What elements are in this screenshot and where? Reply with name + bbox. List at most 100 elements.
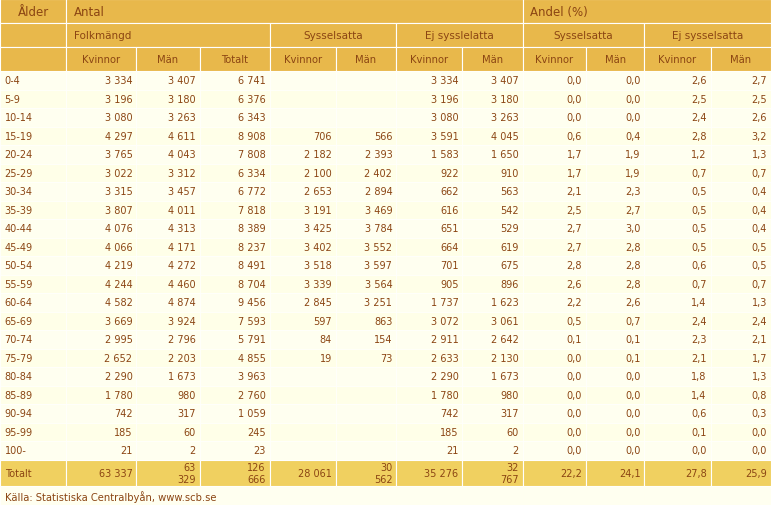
Text: 2,6: 2,6 — [625, 298, 641, 308]
Text: 1,3: 1,3 — [752, 372, 767, 382]
Bar — [270, 90, 336, 109]
Text: 2 760: 2 760 — [238, 390, 266, 400]
Bar — [645, 349, 711, 368]
Text: 4 582: 4 582 — [105, 298, 133, 308]
Bar — [645, 220, 711, 238]
Text: 19: 19 — [320, 353, 332, 363]
Bar — [136, 164, 200, 183]
Bar — [396, 293, 463, 312]
Bar — [523, 293, 586, 312]
Bar — [711, 48, 771, 72]
Bar — [463, 48, 523, 72]
Text: 2: 2 — [190, 445, 196, 456]
Bar — [711, 109, 771, 127]
Text: 980: 980 — [177, 390, 196, 400]
Text: 4 219: 4 219 — [105, 261, 133, 271]
Bar — [270, 48, 336, 72]
Bar — [586, 349, 645, 368]
Bar — [336, 349, 396, 368]
Text: 1,9: 1,9 — [625, 169, 641, 179]
Text: 0,0: 0,0 — [567, 427, 582, 437]
Text: 2,6: 2,6 — [752, 113, 767, 123]
Bar — [396, 164, 463, 183]
Text: 3 196: 3 196 — [431, 95, 459, 105]
Text: 2 995: 2 995 — [105, 335, 133, 345]
Bar — [523, 460, 586, 486]
Text: 185: 185 — [114, 427, 133, 437]
Bar — [136, 127, 200, 146]
Text: 0,0: 0,0 — [567, 76, 582, 86]
Text: 2,5: 2,5 — [691, 95, 707, 105]
Bar — [270, 24, 396, 48]
Bar — [463, 293, 523, 312]
Bar — [586, 146, 645, 164]
Text: 3 597: 3 597 — [365, 261, 392, 271]
Text: 2,4: 2,4 — [692, 316, 707, 326]
Text: 8 704: 8 704 — [238, 279, 266, 289]
Bar — [586, 441, 645, 460]
Text: 2,4: 2,4 — [692, 113, 707, 123]
Bar — [711, 238, 771, 257]
Text: 7 818: 7 818 — [238, 206, 266, 216]
Bar — [0, 386, 66, 405]
Bar — [0, 220, 66, 238]
Text: 651: 651 — [440, 224, 459, 234]
Bar — [0, 24, 66, 48]
Bar — [336, 423, 396, 441]
Bar — [463, 423, 523, 441]
Text: 2 911: 2 911 — [431, 335, 459, 345]
Bar — [200, 201, 270, 220]
Text: 4 171: 4 171 — [168, 242, 196, 252]
Text: 2,2: 2,2 — [567, 298, 582, 308]
Text: 2 642: 2 642 — [491, 335, 519, 345]
Text: 3 180: 3 180 — [168, 95, 196, 105]
Bar — [0, 238, 66, 257]
Bar — [0, 48, 66, 72]
Bar — [711, 330, 771, 349]
Text: 863: 863 — [374, 316, 392, 326]
Text: 80-84: 80-84 — [5, 372, 32, 382]
Bar — [523, 238, 586, 257]
Bar — [270, 201, 336, 220]
Text: 84: 84 — [320, 335, 332, 345]
Text: 3 080: 3 080 — [431, 113, 459, 123]
Bar — [586, 183, 645, 201]
Text: 245: 245 — [247, 427, 266, 437]
Text: 1 780: 1 780 — [431, 390, 459, 400]
Bar — [645, 293, 711, 312]
Text: 0,5: 0,5 — [692, 242, 707, 252]
Text: 675: 675 — [500, 261, 519, 271]
Text: 2,5: 2,5 — [567, 206, 582, 216]
Text: 90-94: 90-94 — [5, 409, 32, 419]
Text: 21: 21 — [120, 445, 133, 456]
Bar — [336, 90, 396, 109]
Text: 0,5: 0,5 — [692, 187, 707, 197]
Bar — [66, 312, 136, 330]
Bar — [0, 312, 66, 330]
Text: Kvinnor: Kvinnor — [535, 55, 574, 65]
Bar — [136, 238, 200, 257]
Text: Andel (%): Andel (%) — [530, 6, 588, 19]
Bar — [711, 201, 771, 220]
Text: 0,0: 0,0 — [752, 445, 767, 456]
Bar — [0, 109, 66, 127]
Text: 1,7: 1,7 — [567, 150, 582, 160]
Bar — [396, 349, 463, 368]
Text: 616: 616 — [440, 206, 459, 216]
Bar — [336, 183, 396, 201]
Text: 3 022: 3 022 — [105, 169, 133, 179]
Bar — [0, 441, 66, 460]
Bar — [711, 127, 771, 146]
Bar — [136, 72, 200, 90]
Text: 0,5: 0,5 — [752, 261, 767, 271]
Bar — [711, 368, 771, 386]
Bar — [66, 293, 136, 312]
Text: 0,0: 0,0 — [567, 372, 582, 382]
Text: 4 611: 4 611 — [168, 132, 196, 141]
Bar — [645, 368, 711, 386]
Bar — [523, 368, 586, 386]
Text: 2,3: 2,3 — [692, 335, 707, 345]
Text: 3 591: 3 591 — [431, 132, 459, 141]
Bar — [270, 146, 336, 164]
Text: 1,8: 1,8 — [692, 372, 707, 382]
